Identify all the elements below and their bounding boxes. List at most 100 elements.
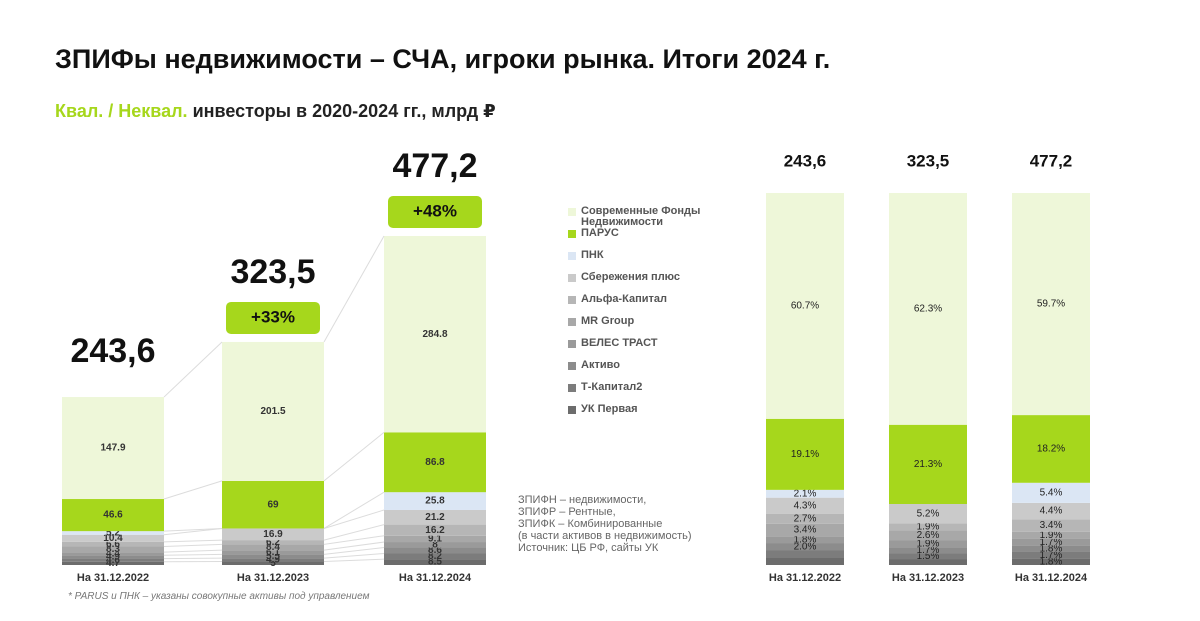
bar-segment [889,540,967,548]
connector [323,491,385,529]
data-label: 1.7% [1040,550,1063,561]
bar-segment [1012,551,1090,559]
data-label: 1.9% [917,522,940,533]
data-label: 16.9 [263,529,283,540]
data-label: 1.7% [917,545,940,556]
legend-swatch [568,296,576,304]
legend-item: ВЕЛЕС ТРАСТ [568,338,718,360]
data-label: 10.4 [103,533,123,544]
connector [163,549,223,553]
bar-segment [222,480,324,529]
legend-swatch [568,406,576,414]
data-label: 2.0% [794,541,817,552]
bar-segment [384,535,486,543]
notes: ЗПИФН – недвижимости, ЗПИФР – Рентные, ЗПИ… [518,494,692,554]
data-label: 60.7% [791,301,819,312]
connector [163,341,223,398]
bar-segment [384,492,486,510]
bar-segment [384,559,486,565]
bar-segment [766,523,844,537]
data-label: 1.8% [1040,556,1063,567]
data-label: 4.4 [106,548,120,559]
bar-segment [62,499,164,532]
note-line: ЗПИФР – Рентные, [518,506,616,518]
bar-segment [222,540,324,545]
connector [323,558,385,563]
total-label: 243,6 [784,151,827,170]
x-tick-label: На 31.12.2022 [769,572,841,584]
connector [163,527,223,532]
total-label: 243,6 [70,332,155,370]
legend-label: Т-Капитал2 [581,381,643,393]
bar-segment [766,193,844,419]
bar-segment [62,555,164,559]
connector [163,543,223,547]
legend-label: ПНК [581,249,604,261]
x-tick-label: На 31.12.2024 [399,572,472,584]
data-label: 62.3% [914,304,942,315]
legend-swatch [568,362,576,370]
bar-segment [889,503,967,524]
growth-badge [226,301,320,334]
legend-label: ПАРУС [581,227,619,239]
bar-segment [62,397,164,500]
bar-segment [1012,502,1090,520]
bar-segment [62,558,164,562]
data-label: 4.7 [106,558,120,569]
bar-segment [222,561,324,565]
bar-segment [766,497,844,514]
subtitle: Квал. / Неквал. инвесторы в 2020-2024 гг… [55,101,496,122]
data-label: 6.2 [266,537,280,548]
data-label: 4.6 [106,555,120,566]
legend-swatch [568,274,576,282]
legend-item: ПАРУС [568,228,718,250]
data-label: 5.2 [106,528,120,539]
data-label: 2.1% [794,488,817,499]
bar-segment [1012,193,1090,416]
data-label: 3.4% [1040,520,1063,531]
legend-swatch [568,318,576,326]
x-tick-label: На 31.12.2022 [77,572,149,584]
bar-segment [62,541,164,547]
data-label: 1.8% [1040,543,1063,554]
legend-swatch [568,252,576,260]
connector [323,541,385,551]
legend: Современные Фонды Недвижимости ПАРУС ПНК Сб… [568,206,718,426]
data-label: 2.7% [794,513,817,524]
x-tick-label: На 31.12.2023 [892,572,964,584]
bar-segment [222,341,324,481]
data-label: 2.6% [917,530,940,541]
bar-segment [766,536,844,544]
legend-item: Современные Фонды Недвижимости [568,206,718,228]
bar-segment [222,550,324,555]
bar-segment [889,193,967,425]
data-label: 8.6 [428,545,442,556]
bar-segment [384,542,486,548]
data-label: 1.7% [1040,537,1063,548]
note-line: Источник: ЦБ РФ, сайты УК [518,542,659,554]
data-label: 8.4 [266,542,280,553]
bar-segment [889,559,967,565]
footnote: * PARUS и ПНК – указаны совокупные актив… [68,591,370,602]
data-label: 86.8 [425,457,445,468]
legend-label: ВЕЛЕС ТРАСТ [581,337,658,349]
data-label: 16.2 [425,525,445,536]
data-label: 5.2% [917,508,940,519]
bar-segment [889,530,967,541]
bar-segment [1012,531,1090,539]
bar-segment [1012,519,1090,532]
data-label: 5.4% [1040,487,1063,498]
bar-segment [62,561,164,565]
bar-segment [889,424,967,504]
connector [163,553,223,556]
bar-segment [766,489,844,498]
legend-swatch [568,384,576,392]
legend-item: УК Первая [568,404,718,426]
bar-segment [222,558,324,562]
subtitle-highlight: Квал. / Неквал. [55,101,188,121]
bar-segment [222,544,324,551]
data-label: 8.3 [106,544,120,555]
legend-label: Сбережения плюс [581,271,681,283]
data-label: 201.5 [260,406,285,417]
data-label: 284.8 [422,329,447,340]
